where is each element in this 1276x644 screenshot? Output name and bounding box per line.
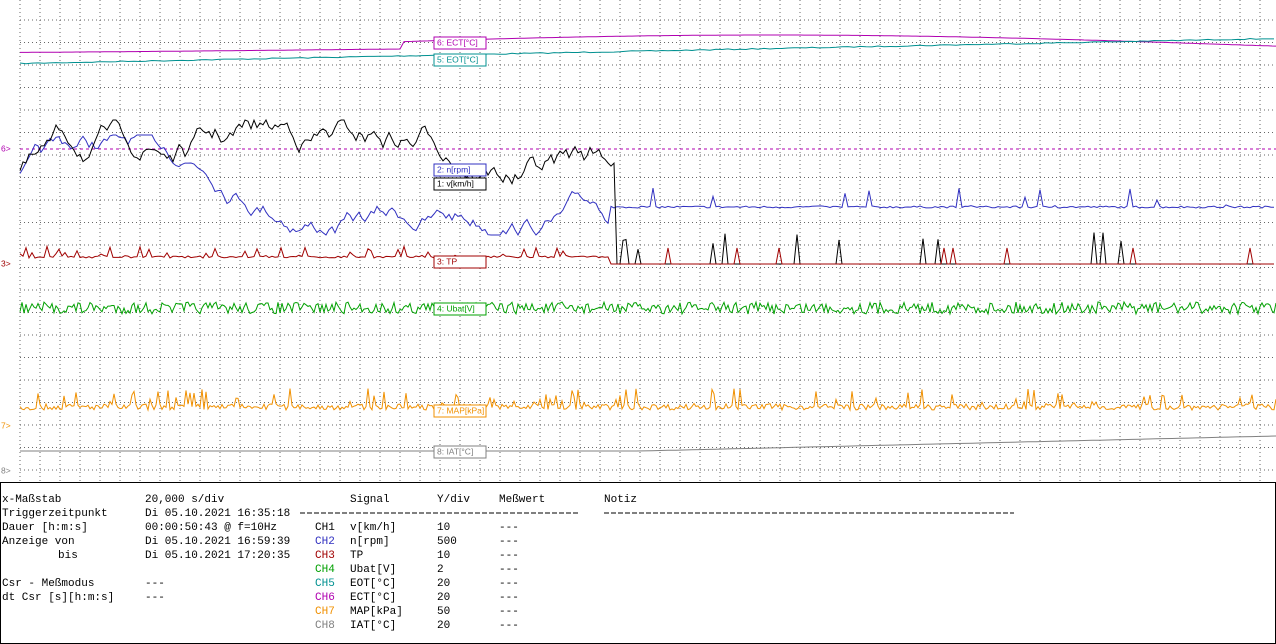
trace-tp (19, 244, 1274, 265)
trace-n (19, 134, 1275, 237)
signal: IAT[°C] (350, 620, 396, 632)
measured: --- (499, 620, 519, 632)
info-value: 20,000 s/div (145, 494, 225, 506)
trace-label-box (433, 445, 487, 459)
y-div: 50 (437, 606, 450, 618)
trace-map (19, 387, 1276, 412)
table-header: Signal (350, 494, 390, 506)
table-header: Y/div (437, 494, 470, 506)
trace-label-box (433, 302, 487, 316)
trace-label-box (433, 404, 487, 418)
trace-label: 1: v[km/h] (437, 178, 474, 188)
y-div: 500 (437, 536, 457, 548)
trace-label-box (433, 163, 487, 177)
info-key: Anzeige von (2, 536, 75, 548)
channel: CH4 (315, 564, 335, 576)
info-value: Di 05.10.2021 16:35:18 (145, 508, 290, 520)
channel: CH5 (315, 578, 335, 590)
plot-area (0, 0, 1276, 482)
info-value: --- (145, 592, 165, 604)
grid (19, 0, 1276, 482)
trace-ubat (19, 300, 1276, 316)
measured: --- (499, 550, 519, 562)
measured: --- (499, 606, 519, 618)
trace-label: 6: ECT[°C] (437, 37, 478, 47)
channel: CH6 (315, 592, 335, 604)
trace-eot (19, 37, 1274, 65)
info-key: Csr - Meßmodus (2, 578, 94, 590)
info-key: Dauer [h:m:s] (2, 522, 88, 534)
measured: --- (499, 522, 519, 534)
trace-ect (20, 34, 1276, 53)
channel: CH8 (315, 620, 335, 632)
y-div: 20 (437, 620, 450, 632)
trace-label: 2: n[rpm] (437, 164, 471, 174)
signal: ECT[°C] (350, 592, 396, 604)
trace-label: 3: TP (437, 256, 457, 266)
channel: CH1 (315, 522, 335, 534)
signal: Ubat[V] (350, 564, 396, 576)
channel-marker: 3> (1, 258, 11, 268)
trace-label-box (433, 177, 487, 191)
info-key: Triggerzeitpunkt (2, 508, 108, 520)
table-header: Notiz (604, 494, 637, 506)
info-panel (0, 482, 1276, 644)
channel-marker: 7> (1, 420, 11, 430)
info-key: x-Maßstab (2, 494, 61, 506)
signal: v[km/h] (350, 522, 396, 534)
channel: CH3 (315, 550, 335, 562)
channel-marker: 6> (1, 143, 11, 153)
measured: --- (499, 592, 519, 604)
y-div: 10 (437, 550, 450, 562)
y-div: 20 (437, 592, 450, 604)
channel-marker: 8> (1, 465, 11, 475)
trace-label: 8: IAT[°C] (437, 446, 473, 456)
signal: n[rpm] (350, 536, 390, 548)
y-div: 2 (437, 564, 444, 576)
info-value: Di 05.10.2021 17:20:35 (145, 550, 290, 562)
y-div: 20 (437, 578, 450, 590)
measured: --- (499, 564, 519, 576)
info-key: dt Csr [s][h:m:s] (2, 592, 114, 604)
info-value: 00:00:50:43 @ f=10Hz (145, 522, 277, 534)
trace-label-box (433, 255, 487, 269)
measured: --- (499, 578, 519, 590)
trace-labels: 6> 3> 7> 8> 6: ECT[°C] 5: EOT[°C] 2: n[rpm] 1: … (1, 36, 487, 475)
info-value: Di 05.10.2021 16:59:39 (145, 536, 290, 548)
trace-label: 5: EOT[°C] (437, 54, 478, 64)
y-div: 10 (437, 522, 450, 534)
trace-label-box (433, 36, 487, 50)
info-key: bis (58, 550, 78, 562)
signal: MAP[kPa] (350, 606, 403, 618)
signal: TP (350, 550, 364, 562)
measured: --- (499, 536, 519, 548)
traces (19, 34, 1276, 452)
table-header: Meßwert (499, 494, 545, 506)
info-value: --- (145, 578, 165, 590)
info: x-Maßstab 20,000 s/div Triggerzeitpunkt Di … (2, 494, 637, 632)
channel: CH2 (315, 536, 335, 548)
signal: EOT[°C] (350, 578, 396, 590)
channel: CH7 (315, 606, 335, 618)
trace-label: 4: Ubat[V] (437, 303, 475, 313)
trace-iat (20, 435, 1276, 452)
trace-label-box (433, 53, 487, 67)
trace-label: 7: MAP[kPa] (437, 405, 484, 415)
